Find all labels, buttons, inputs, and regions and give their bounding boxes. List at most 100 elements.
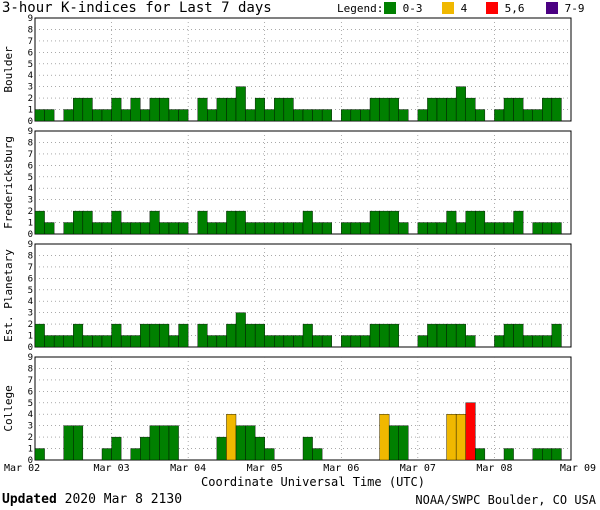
x-tick-label: Mar 05 — [247, 463, 283, 474]
k-index-bar — [34, 448, 45, 461]
legend-swatch-0-3 — [384, 2, 396, 14]
k-index-bar — [101, 109, 112, 122]
k-index-bar — [73, 210, 84, 235]
k-index-bar — [312, 109, 323, 122]
k-index-bar — [446, 414, 457, 461]
legend-entry-label: 0-3 — [402, 2, 423, 15]
panel-label: Est. Planetary — [2, 249, 15, 342]
k-index-bar — [503, 222, 514, 235]
k-index-bar — [360, 222, 371, 235]
k-index-bar — [63, 109, 74, 122]
k-index-bar — [283, 222, 294, 235]
k-index-bar — [379, 97, 390, 122]
legend-entry-5-6: 5,6 — [486, 2, 525, 15]
y-tick-label: 2 — [28, 320, 33, 330]
k-index-bar — [321, 222, 332, 235]
k-index-bar — [274, 222, 285, 235]
k-index-bar — [312, 222, 323, 235]
y-tick-label: 9 — [28, 353, 33, 363]
y-tick-label: 8 — [28, 364, 33, 374]
y-tick-label: 3 — [28, 196, 33, 206]
y-tick-label: 3 — [28, 83, 33, 93]
k-index-bar — [465, 210, 476, 235]
k-index-bar — [92, 222, 103, 235]
k-index-bar — [350, 335, 361, 348]
y-tick-label: 5 — [28, 173, 33, 183]
k-index-bar — [216, 97, 227, 122]
k-index-bar — [417, 335, 428, 348]
k-index-bar — [245, 323, 256, 348]
k-index-bar — [542, 335, 553, 348]
k-index-bar — [522, 335, 533, 348]
k-index-bar — [92, 109, 103, 122]
k-index-bar — [149, 425, 160, 461]
y-tick-label: 5 — [28, 286, 33, 296]
k-index-bar — [302, 323, 313, 348]
k-index-bar — [245, 222, 256, 235]
k-index-bar — [465, 402, 476, 461]
k-index-bar — [360, 109, 371, 122]
k-index-bar — [446, 210, 457, 235]
k-index-bar — [503, 323, 514, 348]
k-index-bar — [427, 323, 438, 348]
x-tick-label: Mar 02 — [4, 463, 40, 474]
k-index-bar — [168, 109, 179, 122]
legend-entry-label: 7-9 — [564, 2, 585, 15]
k-index-bar — [216, 222, 227, 235]
k-index-bar — [120, 335, 131, 348]
y-tick-label: 4 — [28, 71, 33, 81]
k-index-bar — [34, 109, 45, 122]
k-index-bar — [542, 97, 553, 122]
k-index-bar — [216, 335, 227, 348]
k-index-bar — [178, 109, 189, 122]
k-index-bar — [254, 436, 265, 461]
k-index-bar — [436, 222, 447, 235]
k-index-bar — [207, 335, 218, 348]
k-index-bar — [542, 448, 553, 461]
y-tick-label: 9 — [28, 127, 33, 137]
k-index-bar — [388, 97, 399, 122]
k-index-bar — [398, 222, 409, 235]
k-index-bar — [197, 323, 208, 348]
panel-label: College — [2, 385, 15, 431]
legend-entry-label: 4 — [460, 2, 468, 15]
legend-entry-label: 5,6 — [504, 2, 525, 15]
k-index-bar — [312, 335, 323, 348]
k-index-bar — [53, 335, 64, 348]
k-index-bar — [455, 414, 466, 461]
k-index-bar — [542, 222, 553, 235]
k-index-bar — [130, 222, 141, 235]
k-index-bar — [551, 97, 562, 122]
k-index-bar — [455, 323, 466, 348]
k-index-bar — [379, 210, 390, 235]
k-index-bar — [293, 109, 304, 122]
updated-label: Updated — [2, 492, 57, 507]
k-index-bar — [197, 97, 208, 122]
k-index-bar — [168, 425, 179, 461]
k-index-bar — [44, 222, 55, 235]
y-tick-label: 7 — [28, 263, 33, 273]
k-index-bar — [226, 414, 237, 461]
k-index-bar — [446, 323, 457, 348]
k-index-bar — [388, 425, 399, 461]
k-index-bar — [551, 448, 562, 461]
k-index-bar — [513, 210, 524, 235]
updated-line: Updated 2020 Mar 8 2130 — [2, 492, 182, 507]
k-index-bar — [388, 210, 399, 235]
y-tick-label: 1 — [28, 445, 33, 455]
k-index-bar — [475, 448, 486, 461]
k-index-bar — [369, 323, 380, 348]
k-index-bar — [82, 335, 93, 348]
k-index-bar — [494, 109, 505, 122]
k-index-bar — [130, 448, 141, 461]
k-index-bar — [245, 109, 256, 122]
x-tick-label: Mar 07 — [400, 463, 436, 474]
k-index-bar — [226, 210, 237, 235]
y-tick-label: 3 — [28, 309, 33, 319]
k-index-bar — [101, 222, 112, 235]
k-index-bar — [140, 323, 151, 348]
k-index-bar — [245, 425, 256, 461]
k-index-bar — [207, 109, 218, 122]
y-tick-label: 4 — [28, 410, 33, 420]
